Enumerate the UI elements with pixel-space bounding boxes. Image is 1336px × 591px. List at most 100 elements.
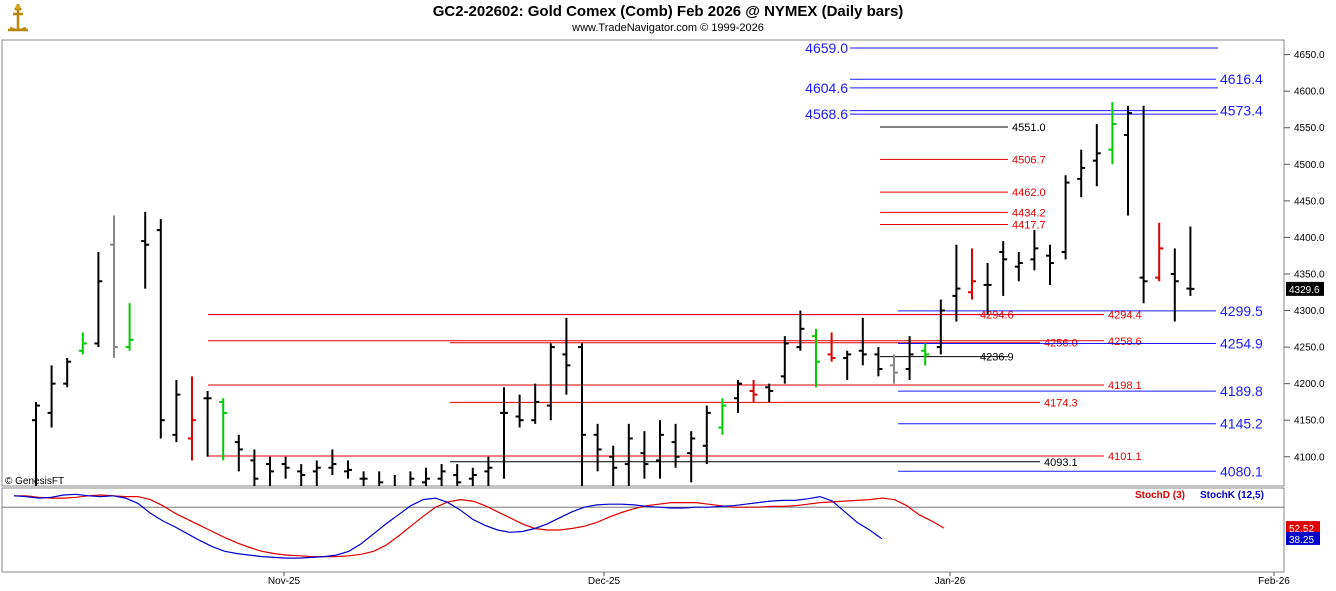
ohlc-bar	[874, 347, 883, 377]
ohlc-bar	[656, 420, 664, 479]
ohlc-bar	[1170, 248, 1179, 322]
last-price-marker	[1286, 281, 1324, 296]
level-label: 4604.6	[805, 80, 848, 96]
stochk-value: 38.25	[1289, 535, 1314, 546]
ohlc-bar	[983, 263, 992, 315]
ohlc-bar	[671, 423, 680, 468]
ohlc-bar	[328, 449, 337, 476]
ohlc-bar	[1186, 226, 1195, 296]
ohlc-bar	[780, 336, 789, 384]
stochd-value-marker	[1286, 521, 1320, 535]
legend-stochk: StochK (12,5)	[1200, 490, 1264, 501]
ohlc-bar	[734, 379, 742, 413]
ohlc-bar	[1014, 252, 1023, 282]
ohlc-bar	[63, 358, 72, 388]
ohlc-bar	[1030, 230, 1039, 271]
ohlc-bar	[1124, 105, 1132, 216]
chart-subtitle: www.TradeNavigator.com © 1999-2026	[572, 22, 764, 34]
x-tick-label: Dec-25	[588, 576, 621, 587]
ohlc-bar	[1061, 175, 1070, 260]
level-label: 4573.4	[1220, 103, 1263, 119]
ohlc-bar	[203, 390, 212, 457]
ohlc-bar	[110, 215, 118, 359]
ohlc-bar	[1092, 124, 1101, 187]
ohlc-bar	[952, 244, 961, 322]
y-tick-label: 4200.0	[1294, 379, 1325, 390]
ohlc-bar	[546, 343, 555, 421]
chart-title: GC2-202602: Gold Comex (Comb) Feb 2026 @…	[432, 3, 904, 20]
y-tick-label: 4550.0	[1294, 123, 1325, 134]
level-label: 4659.0	[805, 40, 848, 56]
ohlc-bar	[640, 431, 649, 479]
y-tick-label: 4400.0	[1294, 233, 1325, 244]
price-panel	[1, 39, 1285, 487]
level-label: 4506.7	[1012, 154, 1046, 166]
ohlc-bar	[624, 423, 633, 486]
ohlc-bar	[515, 394, 524, 428]
level-label: 4080.1	[1220, 463, 1263, 479]
y-tick-label: 4450.0	[1294, 196, 1325, 207]
stoch-line	[14, 494, 945, 558]
watermark-text: © GenesisFT	[5, 476, 64, 487]
legend-stochd: StochD (3)	[1135, 490, 1185, 501]
ohlc-bar	[94, 252, 103, 348]
y-tick-label: 4150.0	[1294, 416, 1325, 427]
level-label: 4462.0	[1012, 187, 1046, 199]
ohlc-bar	[156, 219, 165, 439]
ohlc-bar	[1046, 244, 1054, 285]
ohlc-bar	[234, 434, 243, 472]
ohlc-bar	[1155, 222, 1164, 282]
ohlc-bar	[1108, 102, 1117, 165]
ohlc-bar	[812, 328, 820, 388]
ohlc-bar	[718, 398, 727, 435]
y-tick-label: 4500.0	[1294, 160, 1325, 171]
ohlc-bar	[437, 464, 446, 486]
ohlc-bar	[687, 431, 696, 483]
level-label: 4258.6	[1108, 336, 1142, 348]
ohlc-bar	[921, 343, 930, 366]
level-label: 4294.6	[980, 309, 1014, 321]
level-label: 4198.1	[1108, 380, 1142, 392]
ohlc-bar	[1139, 105, 1148, 304]
ohlc-bar	[141, 211, 150, 289]
ohlc-bar	[281, 456, 290, 479]
ohlc-bar	[843, 350, 852, 380]
ohlc-bar	[468, 467, 477, 486]
level-label: 4294.4	[1108, 310, 1142, 322]
last-price-label: 4329.6	[1289, 285, 1320, 296]
ohlc-bar	[422, 467, 430, 486]
level-label: 4236.9	[980, 352, 1014, 364]
ohlc-bar	[827, 332, 836, 362]
ohlc-bar	[905, 336, 914, 380]
level-label: 4189.8	[1220, 383, 1263, 399]
stochastic-panel	[1, 487, 1285, 573]
ohlc-bar	[749, 379, 758, 402]
stochk-value-marker	[1286, 531, 1320, 545]
ohlc-bar	[312, 460, 321, 486]
y-tick-label: 4350.0	[1294, 269, 1325, 280]
ohlc-bar	[531, 383, 540, 424]
level-label: 4254.9	[1220, 335, 1263, 351]
ohlc-bar	[297, 464, 306, 486]
ohlc-bar	[578, 343, 586, 486]
ohlc-bar	[890, 354, 898, 384]
level-label: 4417.7	[1012, 219, 1046, 231]
ohlc-bar	[484, 456, 493, 486]
ohlc-bar	[968, 248, 976, 300]
tradenavigator-logo	[8, 4, 28, 32]
y-tick-label: 4600.0	[1294, 87, 1325, 98]
ohlc-bar	[999, 241, 1008, 296]
ohlc-bar	[378, 471, 384, 486]
y-tick-label: 4100.0	[1294, 452, 1325, 463]
y-tick-label: 4650.0	[1294, 50, 1325, 61]
ohlc-bar	[1077, 149, 1086, 198]
ohlc-bar	[936, 299, 945, 355]
ohlc-bar	[562, 317, 571, 395]
level-label: 4145.2	[1220, 416, 1263, 432]
ohlc-bar	[47, 365, 56, 428]
ohlc-bar	[765, 383, 774, 402]
level-label: 4616.4	[1220, 71, 1263, 87]
stoch-line	[13, 493, 883, 559]
